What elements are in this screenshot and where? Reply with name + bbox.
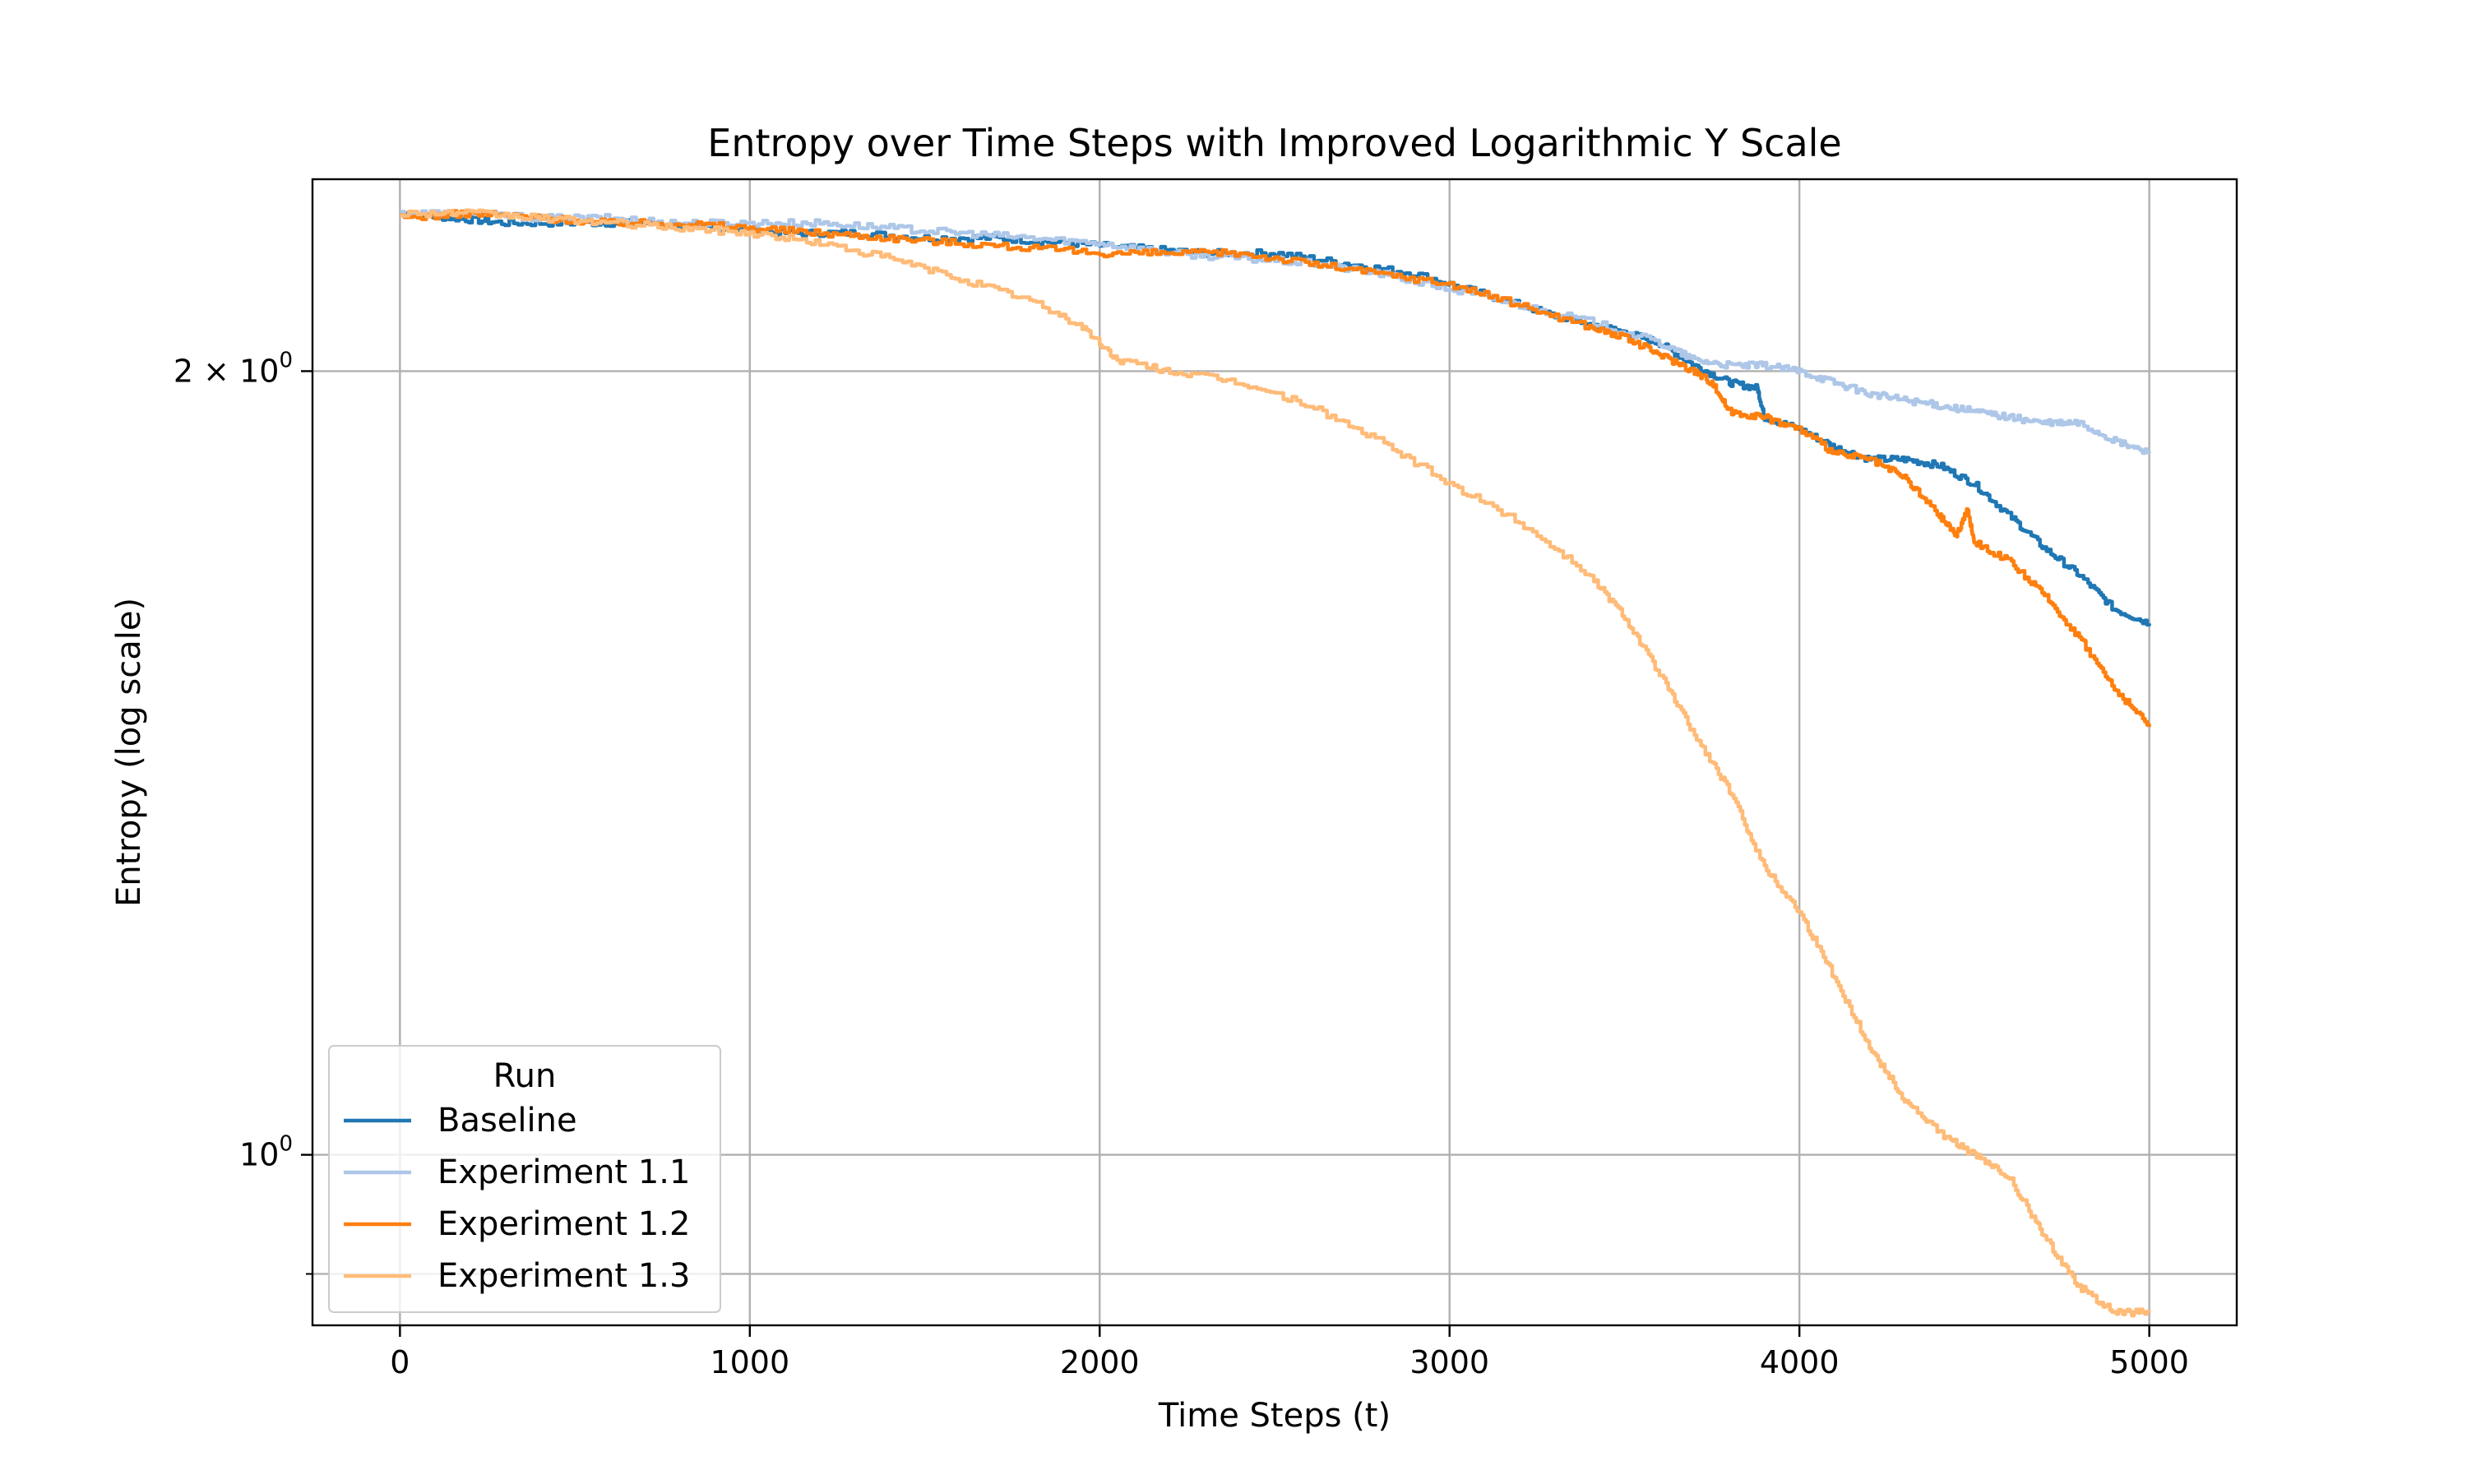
series-layer <box>400 208 2151 1318</box>
x-tick-label: 1000 <box>710 1344 789 1380</box>
legend-label-1: Experiment 1.1 <box>437 1153 690 1191</box>
y-tick-base: 10 <box>239 1137 279 1173</box>
series-line-3 <box>400 208 2151 1318</box>
legend: Run Baseline Experiment 1.1 Experiment 1.2… <box>328 1045 721 1313</box>
x-tick-label: 0 <box>390 1344 410 1380</box>
plot-area-frame <box>311 178 2238 1327</box>
series-line-1 <box>400 209 2151 455</box>
y-tick-exponent: 0 <box>279 348 293 372</box>
series-line-2 <box>400 209 2151 728</box>
legend-entries: Baseline Experiment 1.1 Experiment 1.2 Expe… <box>344 1102 690 1295</box>
legend-label-2: Experiment 1.2 <box>437 1205 690 1243</box>
y-tick-exponent: 0 <box>279 1132 293 1157</box>
y-tick-base: 2 × 10 <box>174 353 280 389</box>
x-tick-label: 3000 <box>1409 1344 1489 1380</box>
y-tick-label: 2 × 100 <box>174 348 293 389</box>
legend-label-3: Experiment 1.3 <box>437 1257 690 1295</box>
x-tick-label: 5000 <box>2109 1344 2189 1380</box>
y-axis-label: Entropy (log scale) <box>110 598 148 907</box>
legend-box <box>328 1045 721 1313</box>
x-axis-label: Time Steps (t) <box>1158 1397 1391 1435</box>
legend-title: Run <box>493 1057 557 1095</box>
x-tick-label: 4000 <box>1760 1344 1840 1380</box>
y-tick-label: 100 <box>239 1132 293 1173</box>
legend-label-0: Baseline <box>437 1102 577 1140</box>
chart-title: Entropy over Time Steps with Improved Lo… <box>707 121 1841 165</box>
x-tick-label: 2000 <box>1060 1344 1140 1380</box>
